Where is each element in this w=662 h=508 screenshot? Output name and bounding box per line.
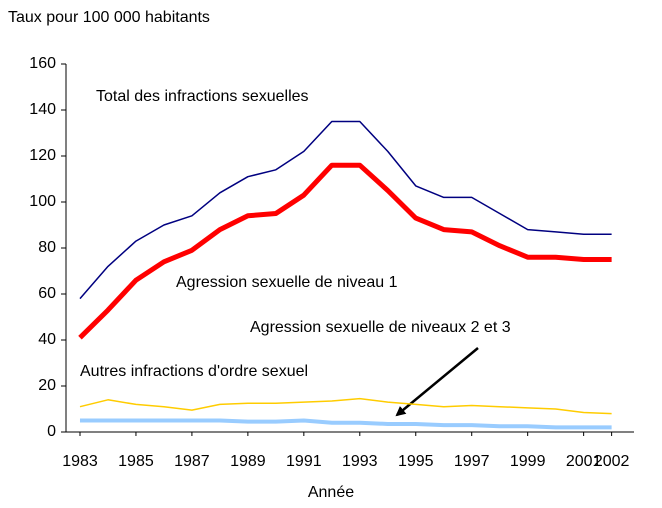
line-series bbox=[79, 418, 612, 430]
x-tick-label: 1999 bbox=[510, 453, 546, 470]
x-tick-label: 1995 bbox=[398, 453, 434, 470]
x-tick-label: 1987 bbox=[174, 453, 210, 470]
y-tick-label: 80 bbox=[38, 239, 56, 256]
y-tick-label: 160 bbox=[29, 55, 56, 72]
line-series bbox=[78, 162, 612, 340]
x-tick-label: 1993 bbox=[342, 453, 378, 470]
y-tick-label: 20 bbox=[38, 377, 56, 394]
annotation-arrow bbox=[395, 347, 479, 417]
y-tick-label: 120 bbox=[29, 147, 56, 164]
x-tick-label: 1989 bbox=[230, 453, 266, 470]
x-tick-label: 2001 bbox=[566, 453, 602, 470]
y-tick-label: 40 bbox=[38, 331, 56, 348]
x-axis-label: Année bbox=[308, 484, 354, 501]
x-tick-label: 1997 bbox=[454, 453, 490, 470]
series-label: Agression sexuelle de niveau 1 bbox=[176, 274, 398, 291]
x-tick-label: 1985 bbox=[118, 453, 154, 470]
series-label: Agression sexuelle de niveaux 2 et 3 bbox=[250, 319, 511, 336]
line-series bbox=[79, 120, 612, 300]
series-label: Total des infractions sexuelles bbox=[96, 88, 309, 105]
y-tick-label: 140 bbox=[29, 101, 56, 118]
x-tick-label: 2002 bbox=[594, 453, 630, 470]
x-tick-label: 1991 bbox=[286, 453, 322, 470]
y-axis-label: Taux pour 100 000 habitants bbox=[8, 9, 210, 26]
y-tick-label: 100 bbox=[29, 193, 56, 210]
line-series bbox=[79, 397, 612, 415]
x-tick-label: 1983 bbox=[62, 453, 98, 470]
y-tick-label: 0 bbox=[47, 423, 56, 440]
series-label: Autres infractions d'ordre sexuel bbox=[80, 363, 308, 380]
y-tick-label: 60 bbox=[38, 285, 56, 302]
